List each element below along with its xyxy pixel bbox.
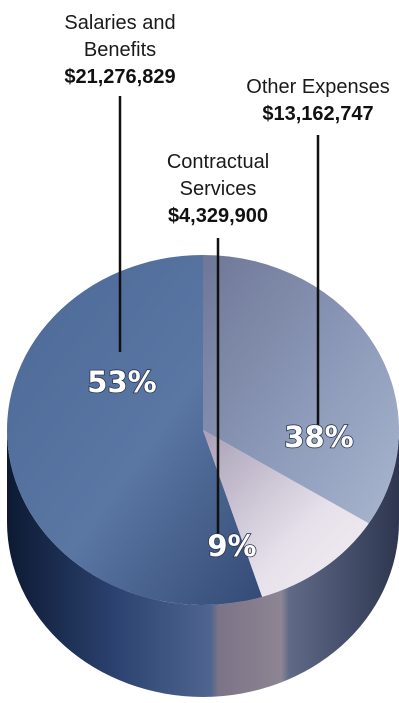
slice-percent-label: 9%: [207, 529, 256, 563]
percent-labels: 53% 9% 38%: [86, 364, 354, 564]
slice-label: Benefits: [84, 39, 156, 61]
slice-value-label: $4,329,900: [168, 205, 268, 227]
slice-label: Services: [180, 178, 257, 200]
slice-label: Contractual: [167, 151, 269, 173]
slice-label: Other Expenses: [246, 76, 389, 98]
pie-slice: [7, 255, 263, 605]
slice-value-label: $13,162,747: [262, 103, 373, 125]
pie-slice: [203, 255, 399, 524]
slice-percent-label: 53%: [87, 365, 156, 399]
pie-slices: [7, 255, 399, 605]
slice-percent-label: 38%: [284, 420, 353, 454]
slice-value-label: $21,276,829: [64, 66, 175, 88]
leader-lines: [118, 96, 320, 535]
slice-labels: Salaries and Benefits $21,276,829 Contractu…: [64, 12, 389, 227]
pie-slice: [203, 430, 369, 597]
slice-label: Salaries and: [64, 12, 175, 34]
pie-side-wall: [7, 430, 399, 697]
